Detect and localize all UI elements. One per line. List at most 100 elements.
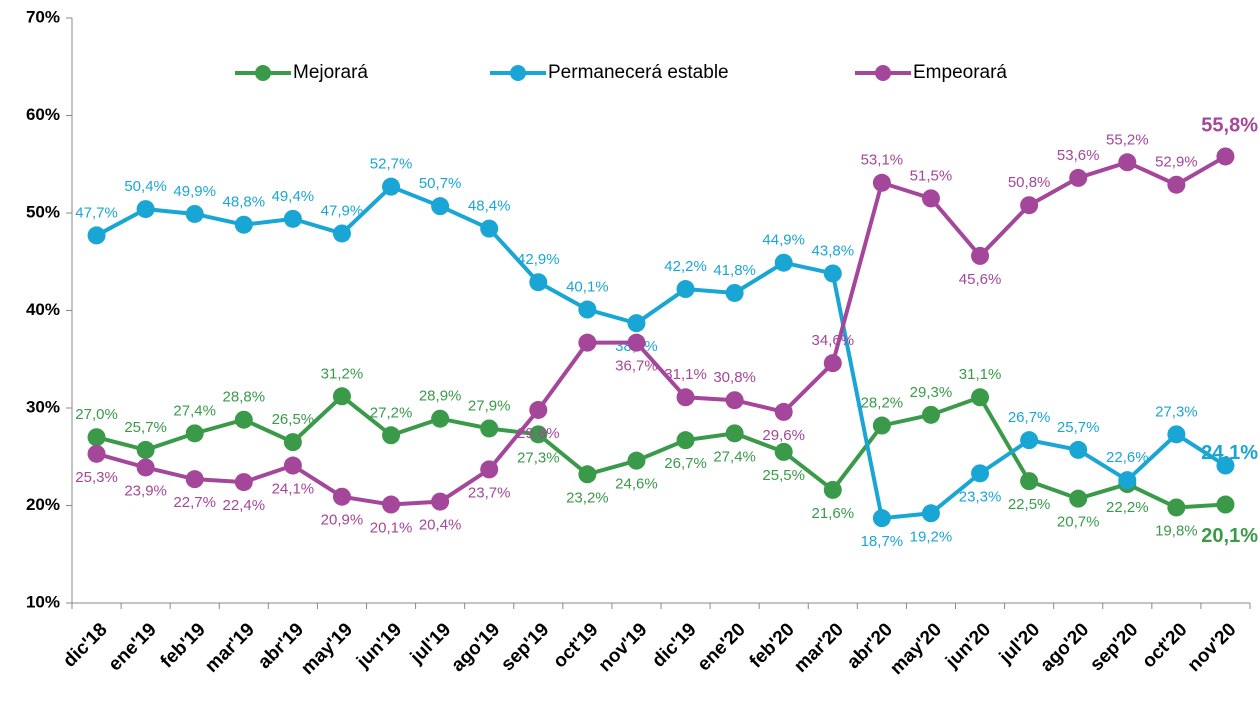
point: [87, 226, 106, 245]
x-tick-label: ago'19: [447, 619, 504, 676]
point: [431, 409, 450, 428]
point: [921, 189, 940, 208]
point: [921, 405, 940, 424]
x-tick-label: may'19: [297, 619, 357, 679]
point: [529, 273, 548, 292]
point: [480, 460, 499, 479]
point: [921, 504, 940, 523]
point: [676, 431, 695, 450]
value-label: 26,7%: [664, 455, 707, 472]
series: 25,3% 23,9% 22,7% 22,4% 24,1% 20,9% 20,1% 20,4%…: [75, 115, 1258, 537]
y-tick-label: 30%: [26, 397, 60, 416]
value-label: 27,9%: [468, 397, 511, 414]
value-label: 28,8%: [223, 389, 266, 406]
value-label: 55,8%: [1201, 115, 1258, 137]
value-label: 51,5%: [910, 167, 953, 184]
point: [872, 509, 891, 528]
point: [234, 410, 253, 429]
point: [431, 492, 450, 511]
value-label: 48,4%: [468, 198, 511, 215]
value-label: 47,9%: [321, 202, 364, 219]
point: [627, 314, 646, 333]
value-label: 44,9%: [762, 232, 805, 249]
point: [578, 300, 597, 319]
value-label: 19,8%: [1155, 522, 1198, 539]
x-tick-label: oct'19: [549, 619, 602, 672]
value-label: 43,8%: [812, 242, 855, 259]
value-label: 55,2%: [1106, 131, 1149, 148]
point: [1020, 472, 1039, 491]
point: [1167, 498, 1186, 517]
y-tick-label: 40%: [26, 300, 60, 319]
point: [578, 333, 597, 352]
point: [382, 177, 401, 196]
value-label: 27,2%: [370, 404, 413, 421]
x-tick-label: ago'20: [1036, 619, 1093, 676]
x-tick-label: ene'20: [694, 619, 750, 675]
point: [431, 197, 450, 216]
value-label: 23,9%: [124, 482, 167, 499]
point: [1118, 153, 1137, 172]
point: [1216, 456, 1235, 475]
value-label: 20,4%: [419, 517, 462, 534]
point: [774, 253, 793, 272]
point: [1118, 471, 1137, 490]
point: [774, 442, 793, 461]
point: [823, 264, 842, 283]
point: [529, 425, 548, 444]
value-label: 20,1%: [370, 519, 413, 536]
point: [136, 458, 155, 477]
value-label: 22,4%: [223, 497, 266, 514]
value-label: 22,2%: [1106, 499, 1149, 516]
value-label: 29,3%: [910, 384, 953, 401]
series-line: [95, 184, 1227, 521]
value-label: 48,8%: [223, 194, 266, 211]
x-tick-label: dic'19: [648, 619, 700, 671]
value-label: 52,9%: [1155, 154, 1198, 171]
point: [87, 428, 106, 447]
value-label: 42,2%: [664, 258, 707, 275]
value-label: 20,1%: [1201, 525, 1258, 547]
x-tick-label: jun'19: [352, 619, 406, 673]
value-label: 31,1%: [664, 366, 707, 383]
point: [283, 209, 302, 228]
point: [136, 440, 155, 459]
point: [185, 424, 204, 443]
point: [1020, 431, 1039, 450]
value-label: 27,4%: [713, 448, 756, 465]
value-label: 42,9%: [517, 251, 560, 268]
value-label: 45,6%: [959, 271, 1002, 288]
point: [283, 456, 302, 475]
value-label: 25,3%: [75, 469, 118, 486]
point: [185, 204, 204, 223]
point: [234, 473, 253, 492]
x-tick-label: feb'20: [746, 619, 799, 672]
y-tick-label: 50%: [26, 202, 60, 221]
point: [676, 280, 695, 299]
value-label: 26,7%: [1008, 409, 1051, 426]
value-label: 26,5%: [272, 411, 315, 428]
point: [872, 416, 891, 435]
value-label: 49,9%: [173, 183, 216, 200]
point: [1069, 440, 1088, 459]
x-tick-label: mar'20: [790, 619, 848, 677]
value-label: 20,7%: [1057, 514, 1100, 531]
point: [627, 333, 646, 352]
point: [480, 419, 499, 438]
value-label: 31,1%: [959, 366, 1002, 383]
series: 27,0% 25,7% 27,4% 28,8% 26,5% 31,2% 27,2% 28,9%…: [75, 365, 1258, 547]
legend-marker: [510, 65, 526, 81]
value-label: 25,7%: [124, 419, 167, 436]
legend-marker: [255, 65, 271, 81]
y-tick-label: 20%: [26, 495, 60, 514]
point: [971, 388, 990, 407]
point: [332, 224, 351, 243]
point: [234, 215, 253, 234]
value-label: 27,0%: [75, 406, 118, 423]
value-label: 53,1%: [861, 152, 904, 169]
value-label: 31,2%: [321, 365, 364, 382]
value-label: 28,9%: [419, 388, 462, 405]
y-tick-label: 10%: [26, 592, 60, 611]
point: [1069, 168, 1088, 187]
